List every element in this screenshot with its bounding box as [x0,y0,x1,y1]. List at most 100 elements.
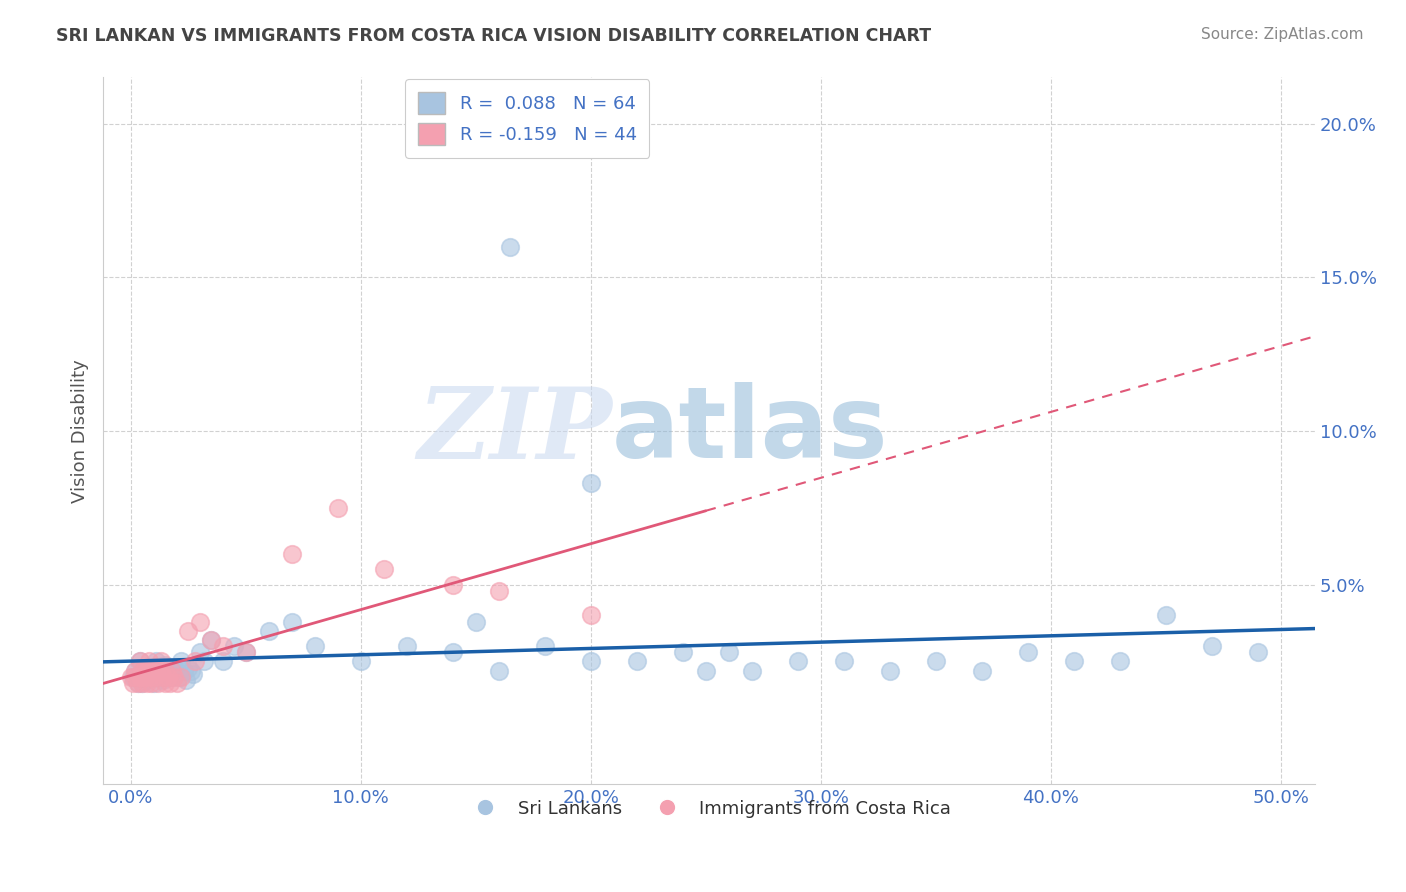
Point [142,670,165,684]
Point [280,615,302,629]
Point [131,670,153,684]
Point [177,660,200,674]
Point [235,645,257,659]
Point [1154,608,1177,623]
Point [350,655,373,669]
Text: Source: ZipAtlas.com: Source: ZipAtlas.com [1201,27,1364,42]
Point [170,655,193,669]
Point [173,664,195,678]
Point [188,645,211,659]
Point [141,670,163,684]
Point [741,664,763,678]
Point [1063,655,1085,669]
Point [134,664,156,678]
Point [235,645,257,659]
Point [141,664,163,678]
Point [174,673,197,687]
Point [193,655,215,669]
Point [131,664,153,678]
Text: ZIP: ZIP [418,383,612,479]
Point [155,664,177,678]
Point [135,673,157,687]
Point [160,664,183,678]
Point [373,562,395,576]
Point [970,664,993,678]
Point [200,632,222,647]
Point [579,476,602,491]
Point [441,645,464,659]
Point [134,670,156,684]
Point [211,639,233,653]
Point [924,655,946,669]
Point [138,655,160,669]
Point [167,670,190,684]
Point [145,655,167,669]
Point [129,655,152,669]
Point [579,655,602,669]
Point [159,666,181,681]
Text: atlas: atlas [612,383,889,479]
Point [163,660,186,674]
Point [122,670,145,684]
Point [142,660,165,674]
Point [156,664,179,678]
Point [464,615,486,629]
Point [395,639,418,653]
Point [304,639,326,653]
Point [717,645,740,659]
Point [159,676,181,690]
Point [1017,645,1039,659]
Point [166,676,188,690]
Point [499,239,522,253]
Point [441,577,464,591]
Legend: Sri Lankans, Immigrants from Costa Rica: Sri Lankans, Immigrants from Costa Rica [460,792,959,825]
Point [326,500,349,515]
Y-axis label: Vision Disability: Vision Disability [72,359,89,503]
Point [148,670,170,684]
Point [152,670,174,684]
Point [1201,639,1223,653]
Point [134,660,156,674]
Point [166,664,188,678]
Point [211,655,233,669]
Point [188,615,211,629]
Point [124,664,146,678]
Point [149,655,172,669]
Point [152,673,174,687]
Point [170,670,193,684]
Point [832,655,855,669]
Point [149,664,172,678]
Point [145,664,167,678]
Point [200,632,222,647]
Point [131,676,153,690]
Point [257,624,280,638]
Point [127,676,149,690]
Point [1108,655,1130,669]
Point [129,670,152,684]
Point [533,639,555,653]
Point [135,664,157,678]
Text: SRI LANKAN VS IMMIGRANTS FROM COSTA RICA VISION DISABILITY CORRELATION CHART: SRI LANKAN VS IMMIGRANTS FROM COSTA RICA… [56,27,931,45]
Point [141,676,163,690]
Point [180,664,202,678]
Point [579,608,602,623]
Point [120,670,142,684]
Point [160,670,183,684]
Point [488,664,510,678]
Point [155,670,177,684]
Point [142,676,165,690]
Point [156,670,179,684]
Point [131,676,153,690]
Point [138,666,160,681]
Point [181,666,204,681]
Point [177,624,200,638]
Point [127,676,149,690]
Point [879,664,901,678]
Point [149,664,172,678]
Point [695,664,717,678]
Point [626,655,648,669]
Point [163,670,186,684]
Point [138,670,160,684]
Point [124,670,146,684]
Point [142,660,165,674]
